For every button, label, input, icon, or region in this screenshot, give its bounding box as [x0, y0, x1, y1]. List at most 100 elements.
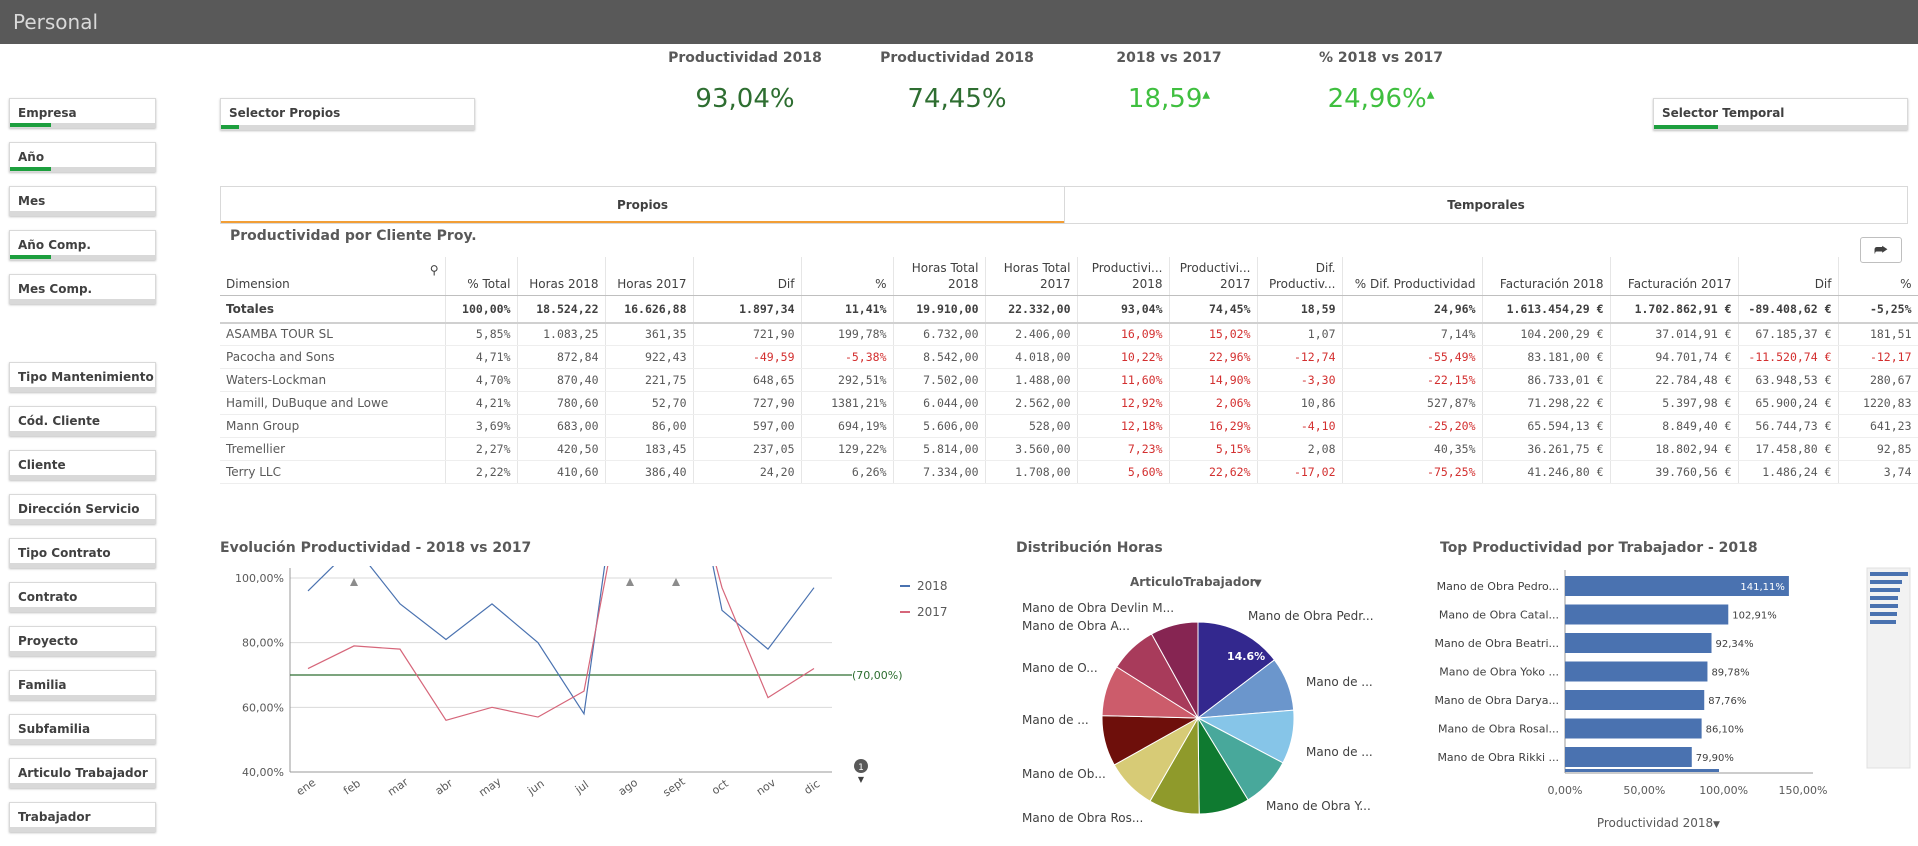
filter-año-comp-[interactable]: Año Comp.	[9, 230, 156, 260]
filter-label: Dirección Servicio	[18, 502, 140, 516]
table-cell: 93,04%	[1077, 295, 1170, 324]
bar-chart[interactable]: Mano de Obra Pedro... 141,11% Mano de Obra…	[1430, 560, 1918, 844]
table-row[interactable]: Hamill, DuBuque and Lowe 4,21% 780,60 52,70…	[220, 391, 1918, 415]
reference-label: (70,00%)	[852, 669, 903, 682]
column-header[interactable]: Productivi... 2017	[1169, 257, 1258, 296]
table-cell: 41.246,80 €	[1482, 460, 1611, 484]
table-row[interactable]: Pacocha and Sons 4,71% 872,84 922,43 -49,59-…	[220, 345, 1918, 369]
table-cell: 2.562,00	[985, 391, 1078, 415]
filter-familia[interactable]: Familia	[9, 670, 156, 700]
filter-mes-comp-[interactable]: Mes Comp.	[9, 274, 156, 304]
search-icon[interactable]: ⚲	[429, 263, 439, 277]
filter-año[interactable]: Año	[9, 142, 156, 172]
column-header[interactable]: Horas Total 2017	[985, 257, 1078, 296]
selector-propios-label: Selector Propios	[229, 106, 341, 120]
x-tick-label: feb	[341, 777, 363, 798]
table-cell: ASAMBA TOUR SL	[220, 322, 446, 346]
filter-mes[interactable]: Mes	[9, 186, 156, 216]
column-header[interactable]: % Total	[445, 257, 518, 296]
column-header[interactable]: % Dif. Productividad	[1342, 257, 1483, 296]
table-row[interactable]: Mann Group 3,69% 683,00 86,00 597,00 694,19% 5…	[220, 414, 1918, 438]
column-header[interactable]: Facturación 2017	[1610, 257, 1739, 296]
column-header[interactable]: Horas Total 2018	[893, 257, 986, 296]
filter-proyecto[interactable]: Proyecto	[9, 626, 156, 656]
x-tick-label: abr	[433, 776, 456, 797]
bar-value-label: 141,11%	[1740, 582, 1785, 593]
column-header[interactable]: Dif. Productiv...	[1257, 257, 1343, 296]
table-cell: Hamill, DuBuque and Lowe	[220, 391, 446, 415]
table-cell: 37.014,91 €	[1610, 322, 1739, 346]
column-header[interactable]: Horas 2017	[605, 257, 694, 296]
table-row[interactable]: Waters-Lockman 4,70% 870,40 221,75 648,65 292…	[220, 368, 1918, 392]
pie-dimension-label: ArticuloTrabajador	[1130, 575, 1256, 589]
slice-label: Mano de ...	[1306, 675, 1373, 689]
column-header[interactable]: Dimension ⚲	[220, 257, 446, 296]
table-cell: 63.948,53 €	[1738, 368, 1839, 392]
selection-bar	[10, 123, 155, 127]
table-cell: 5.397,98 €	[1610, 391, 1739, 415]
table-cell: 2,06%	[1169, 391, 1258, 415]
filter-cliente[interactable]: Cliente	[9, 450, 156, 480]
column-header[interactable]: %	[801, 257, 894, 296]
selector-propios-button[interactable]: Selector Propios	[220, 98, 475, 130]
column-header[interactable]: Productivi... 2018	[1077, 257, 1170, 296]
table-cell: 24,20	[693, 460, 802, 484]
filter-cód-cliente[interactable]: Cód. Cliente	[9, 406, 156, 436]
filter-label: Año Comp.	[18, 238, 91, 252]
table-cell: 1381,21%	[801, 391, 894, 415]
column-header[interactable]: Dif	[1738, 257, 1839, 296]
x-tick-label: 50,00%	[1623, 784, 1665, 797]
column-header[interactable]: %	[1838, 257, 1918, 296]
column-header[interactable]: Dif	[693, 257, 802, 296]
filter-contrato[interactable]: Contrato	[9, 582, 156, 612]
measure-selector-label: Productividad 2018	[1597, 816, 1713, 830]
table-cell: 1220,83	[1838, 391, 1918, 415]
table-cell: 597,00	[693, 414, 802, 438]
table-row[interactable]: Tremellier 2,27% 420,50 183,45 237,05 129,22%…	[220, 437, 1918, 461]
pie-chart[interactable]: ArticuloTrabajador▼ Mano de Obra Pedr... M…	[1010, 560, 1410, 840]
tab-temporales[interactable]: Temporales	[1064, 187, 1907, 223]
table-row[interactable]: Terry LLC 2,22% 410,60 386,40 24,20 6,26% 7.33…	[220, 460, 1918, 484]
slice-label: Mano de Ob...	[1022, 767, 1106, 781]
filter-articulo-trabajador[interactable]: Articulo Trabajador	[9, 758, 156, 788]
x-tick-label: 0,00%	[1548, 784, 1583, 797]
x-tick-label: ago	[616, 776, 640, 799]
table-cell: -12,17	[1838, 345, 1918, 369]
tab-propios[interactable]: Propios	[221, 187, 1064, 223]
table-cell: 199,78%	[801, 322, 894, 346]
kpi-title: Productividad 2018	[880, 50, 1034, 66]
filter-tipo-contrato[interactable]: Tipo Contrato	[9, 538, 156, 568]
table-cell: -89.408,62 €	[1738, 295, 1839, 324]
data-table[interactable]: Dimension ⚲% Total Horas 2018 Horas 2017 Dif…	[220, 257, 1918, 489]
table-cell: 74,45%	[1169, 295, 1258, 324]
y-tick-label: 40,00%	[242, 766, 284, 779]
slice-label: Mano de Obra Pedr...	[1248, 609, 1374, 623]
table-cell: 71.298,22 €	[1482, 391, 1611, 415]
table-cell: 3,69%	[445, 414, 518, 438]
kpi-card: Productividad 2018 74,45%	[857, 50, 1057, 114]
table-cell: 410,60	[517, 460, 606, 484]
kpi-card: % 2018 vs 2017 24,96%▲	[1281, 50, 1481, 114]
table-cell: 18,59	[1257, 295, 1343, 324]
selection-bar	[10, 211, 155, 215]
table-cell: 5,60%	[1077, 460, 1170, 484]
table-cell: 92,85	[1838, 437, 1918, 461]
line-chart[interactable]: 40,00% 60,00% 80,00% 100,00% (70,00%) 2018 201…	[220, 560, 990, 840]
filter-trabajador[interactable]: Trabajador	[9, 802, 156, 832]
selector-temporal-button[interactable]: Selector Temporal	[1653, 98, 1908, 130]
filter-empresa[interactable]: Empresa	[9, 98, 156, 128]
table-cell: 7,23%	[1077, 437, 1170, 461]
column-header[interactable]: Facturación 2018	[1482, 257, 1611, 296]
filter-subfamilia[interactable]: Subfamilia	[9, 714, 156, 744]
bar-category-label: Mano de Obra Yoko ...	[1439, 666, 1559, 679]
column-header[interactable]: Horas 2018	[517, 257, 606, 296]
table-cell: 1.486,24 €	[1738, 460, 1839, 484]
filter-dirección-servicio[interactable]: Dirección Servicio	[9, 494, 156, 524]
x-tick-label: jun	[524, 777, 546, 798]
x-tick-label: dic	[802, 777, 823, 797]
filter-tipo-mantenimiento[interactable]: Tipo Mantenimiento	[9, 362, 156, 392]
table-row[interactable]: ASAMBA TOUR SL 5,85% 1.083,25 361,35 721,90 1…	[220, 322, 1918, 346]
pie-slice	[1197, 621, 1276, 720]
up-arrow-icon: ▲	[1202, 89, 1211, 101]
table-cell: 221,75	[605, 368, 694, 392]
